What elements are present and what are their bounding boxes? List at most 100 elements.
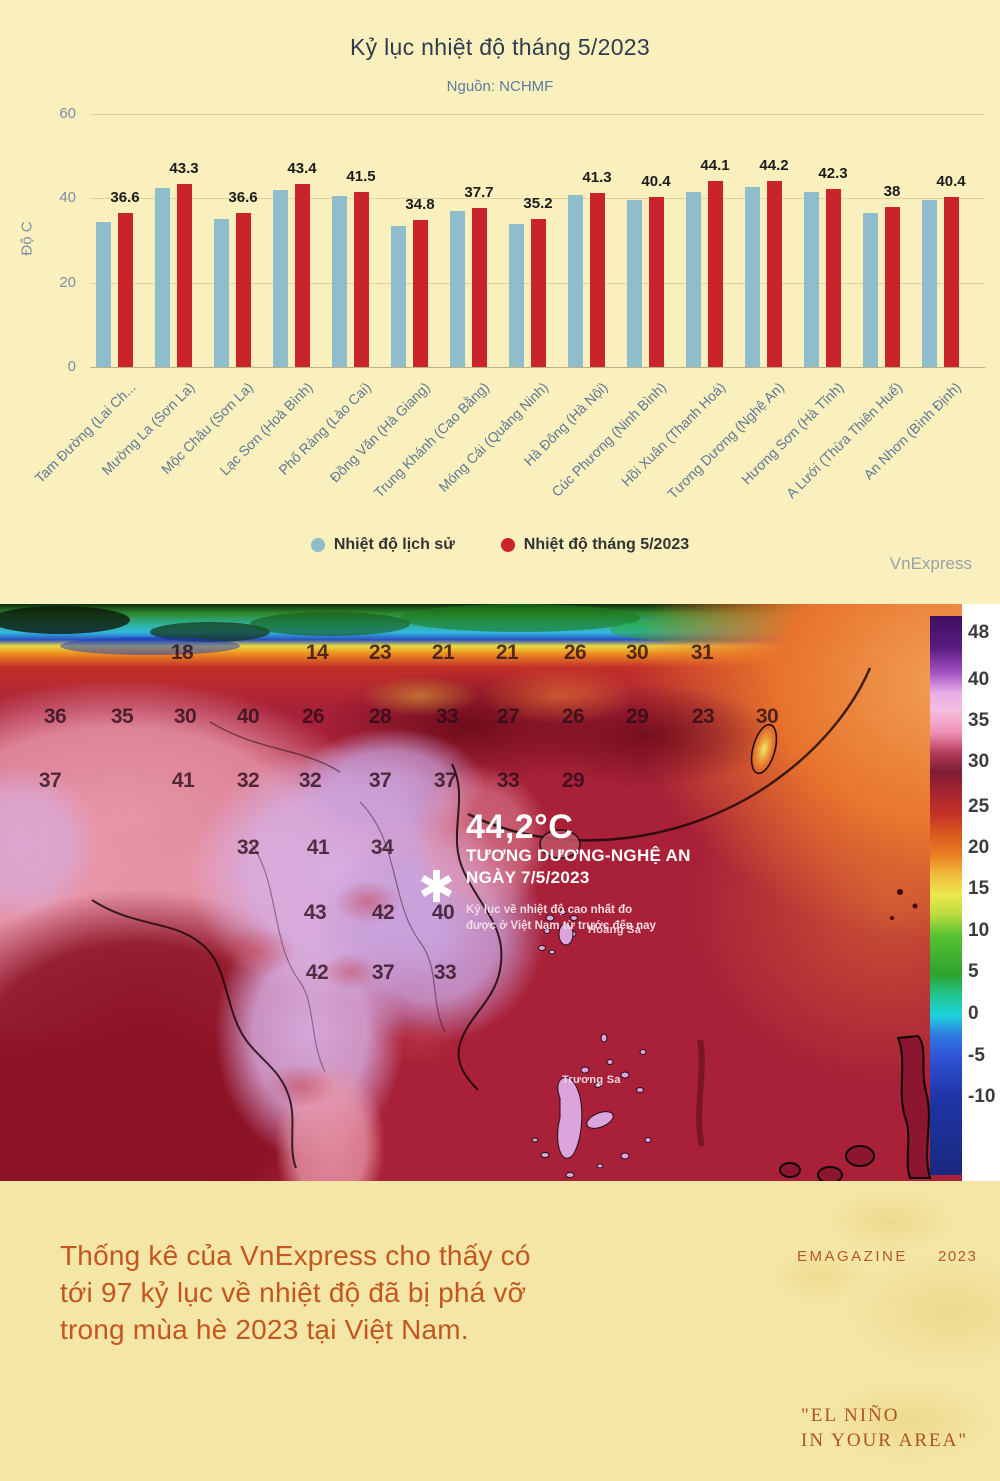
bar-may-2023 [295, 184, 310, 367]
colorbar-tick-label: 20 [968, 837, 990, 858]
y-tick-label: 20 [59, 273, 76, 291]
map-temp-value: 36 [43, 705, 67, 728]
chart-title: Kỷ lục nhiệt độ tháng 5/2023 [350, 34, 650, 60]
record-note: Kỷ lục về nhiệt độ cao nhất đo được ở Vi… [466, 904, 656, 932]
bar-historical [922, 200, 937, 367]
map-temp-value: 31 [690, 641, 714, 664]
map-temp-value: 42 [371, 901, 395, 924]
colorbar-labels: 48 40 35 30 25 20 15 10 5 0 -5 -10 [962, 604, 1000, 1181]
bar-may-2023 [118, 212, 133, 367]
bar-historical [509, 223, 524, 367]
map-temp-value: 41 [171, 769, 195, 792]
record-location: TƯƠNG DƯƠNG-NGHỆ AN [466, 846, 691, 865]
vnexpress-watermark: VnExpress [889, 554, 972, 573]
map-temp-value: 37 [371, 961, 395, 984]
x-axis-label: Cúc Phương (Ninh Bình) [548, 379, 670, 500]
map-temp-value: 29 [561, 769, 585, 792]
record-location-marker: ✱ [418, 863, 455, 912]
x-axis-label: Trung Khánh (Cao Bằng) [370, 379, 493, 501]
bar-may-2023 [944, 196, 959, 367]
map-temp-value: 32 [236, 836, 260, 859]
bar-may-2023 [649, 196, 664, 367]
bar-may-2023 [826, 188, 841, 367]
map-temp-value: 30 [173, 705, 197, 728]
island-label: Trương Sa [562, 1074, 621, 1086]
bar-may-2023 [354, 192, 369, 367]
chart-legend: Nhiệt độ lịch sử Nhiệt độ tháng 5/2023 [0, 536, 1000, 554]
bar-value-label: 42.3 [818, 164, 848, 182]
map-temp-value: 23 [691, 705, 715, 728]
bar-value-label: 41.5 [346, 168, 376, 185]
map-temp-value: 27 [496, 705, 520, 728]
map-temp-value: 33 [435, 705, 459, 728]
bar-may-2023 [708, 181, 723, 367]
bar-historical [391, 225, 406, 367]
map-temp-value: 40 [431, 901, 455, 924]
y-tick-label: 40 [59, 189, 76, 207]
map-temp-value: 32 [236, 769, 260, 792]
x-axis-label: Đồng Văn (Hà Giang) [326, 379, 434, 486]
bar-value-label: 35.2 [523, 194, 553, 212]
bar-value-label: 38 [883, 182, 901, 200]
bar-historical [96, 221, 111, 367]
gridline [90, 114, 985, 115]
x-axis-label: Hồi Xuân (Thanh Hoá) [617, 379, 729, 490]
colorbar-tick-label: 40 [968, 669, 990, 690]
bar-value-label: 40.4 [936, 172, 966, 190]
map-temp-value: 33 [496, 769, 520, 792]
map-temp-value: 32 [298, 769, 322, 792]
map-temp-value: 21 [495, 641, 519, 664]
bar-historical [863, 212, 878, 367]
map-temp-value: 37 [38, 769, 62, 792]
record-temperature: 44,2°C [466, 808, 574, 846]
colorbar-tick-label: 25 [968, 796, 990, 817]
x-axis-label: Tương Dương (Nghệ An) [664, 379, 788, 502]
legend-item: Nhiệt độ lịch sử [310, 536, 455, 554]
map-temp-value: 41 [306, 836, 330, 859]
bar-may-2023 [177, 184, 192, 367]
year-label: 2023 [938, 1248, 978, 1265]
bar-may-2023 [413, 220, 428, 367]
x-axis-label: Hương Sơn (Hà Tĩnh) [737, 379, 847, 488]
bar-value-label: 36.6 [110, 188, 140, 206]
bar-value-label: 44.1 [700, 157, 730, 174]
colorbar-tick-label: 10 [968, 920, 990, 941]
bar-historical [745, 187, 760, 367]
bar-value-label: 34.8 [405, 196, 435, 214]
temperature-colorbar: 48 40 35 30 25 20 15 10 5 0 -5 -10 [930, 604, 1000, 1181]
bar-value-label: 40.4 [641, 172, 671, 190]
y-axis-title: Độ C [18, 221, 36, 256]
map-temp-value: 42 [305, 961, 329, 984]
colorbar-tick-label: -10 [968, 1086, 996, 1107]
legend-item: Nhiệt độ tháng 5/2023 [500, 536, 690, 554]
bar-historical [686, 191, 701, 367]
map-temp-value: 43 [303, 901, 327, 924]
bar-historical [450, 211, 465, 367]
summary-paragraph: Thống kê của VnExpress cho thấy có tới 9… [60, 1240, 531, 1345]
map-temp-value: 26 [301, 705, 325, 728]
legend-label: Nhiệt độ tháng 5/2023 [523, 536, 690, 553]
legend-dot [500, 538, 515, 552]
legend-label: Nhiệt độ lịch sử [333, 536, 455, 553]
bar-value-label: 43.3 [169, 160, 199, 178]
temperature-record-chart: Kỷ lục nhiệt độ tháng 5/2023 Nguồn: NCHM… [0, 0, 1000, 604]
map-temp-value: 30 [625, 641, 649, 664]
colorbar-tick-label: 0 [968, 1003, 979, 1024]
bar-historical [627, 200, 642, 367]
bar-value-label: 43.4 [287, 160, 317, 177]
heat-map-section: 18 14 23 21 21 26 30 31 36 35 30 40 26 28 33 27 26 29 23 30… [0, 604, 1000, 1181]
map-temp-value: 28 [368, 705, 392, 728]
map-temp-value: 21 [431, 641, 455, 664]
y-tick-label: 60 [59, 105, 76, 122]
record-date: NGÀY 7/5/2023 [466, 868, 590, 887]
bar-value-label: 41.3 [582, 168, 612, 186]
x-axis-label: Tam Đường (Lai Ch... [31, 379, 139, 486]
map-temp-value: 29 [625, 705, 649, 728]
legend-dot [310, 538, 325, 552]
bar-may-2023 [885, 206, 900, 367]
map-temp-value: 37 [433, 769, 457, 792]
colorbar-tick-label: 35 [968, 710, 990, 731]
bar-historical [155, 187, 170, 367]
bar-value-label: 37.7 [464, 184, 494, 201]
gridline [90, 198, 985, 200]
